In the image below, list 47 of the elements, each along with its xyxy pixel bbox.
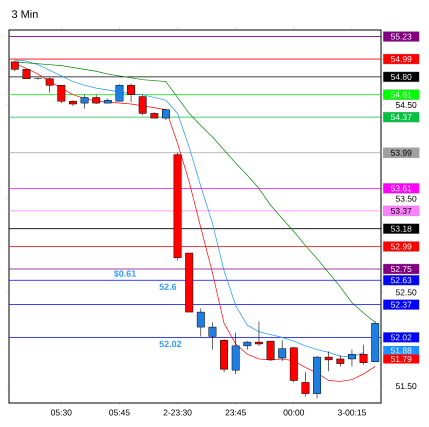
y-tick-label: 51.50 xyxy=(396,383,416,390)
candlestick xyxy=(92,94,100,104)
candlestick xyxy=(80,94,89,110)
candlestick xyxy=(115,84,124,102)
ref-line-label: 52.37 xyxy=(390,302,412,308)
candlestick xyxy=(196,308,205,337)
ref-line-label: 53.99 xyxy=(390,150,412,156)
candlestick xyxy=(301,372,310,397)
candlestick xyxy=(278,340,286,362)
y-tick-label: 52.50 xyxy=(396,289,416,296)
x-tick-label: 05:45 xyxy=(109,410,130,416)
candlestick xyxy=(127,83,136,102)
ref-line-label: 52.75 xyxy=(390,266,412,272)
ref-line-label: 53.37 xyxy=(390,208,412,214)
ref-line-label: 54.80 xyxy=(390,74,412,80)
candlestick xyxy=(360,344,368,365)
candlestick xyxy=(348,349,356,367)
candlestick xyxy=(324,351,333,372)
y-tick-label: 53.50 xyxy=(396,196,416,202)
annotation: 52.02 xyxy=(159,340,182,348)
candlestick xyxy=(138,94,147,116)
x-tick-label: 05:30 xyxy=(51,410,72,416)
candlestick xyxy=(162,108,170,120)
ref-line-label: 53.18 xyxy=(390,226,412,232)
x-tick-label: 3-00:15 xyxy=(338,410,366,416)
ref-line-label: 54.99 xyxy=(390,56,412,62)
x-tick-label: 23:45 xyxy=(226,410,246,416)
candlestick xyxy=(266,340,275,362)
x-tick-label: 2-23:30 xyxy=(164,410,192,416)
ref-line-label: 52.63 xyxy=(390,277,412,284)
text: 51.88 xyxy=(390,348,412,354)
ref-line-label: 52.99 xyxy=(390,243,412,250)
x-tick-label: 00:00 xyxy=(284,410,304,416)
ref-line-label: 55.23 xyxy=(390,34,412,40)
candlestick xyxy=(336,354,344,367)
annotation: $0.61 xyxy=(114,270,136,278)
annotation: 52.6 xyxy=(159,284,176,290)
ref-line-label: 53.61 xyxy=(390,185,412,192)
chart-title: 3 Min xyxy=(12,10,38,18)
text: 51.79 xyxy=(390,356,412,362)
ref-line-label: 52.02 xyxy=(390,334,412,340)
ref-line-label: 54.61 xyxy=(390,92,412,98)
y-tick-label: 54.50 xyxy=(396,102,416,108)
ref-line-label: 54.37 xyxy=(390,114,412,120)
candlestick xyxy=(57,84,66,104)
candlestick xyxy=(208,322,216,350)
candlestick xyxy=(254,321,263,346)
